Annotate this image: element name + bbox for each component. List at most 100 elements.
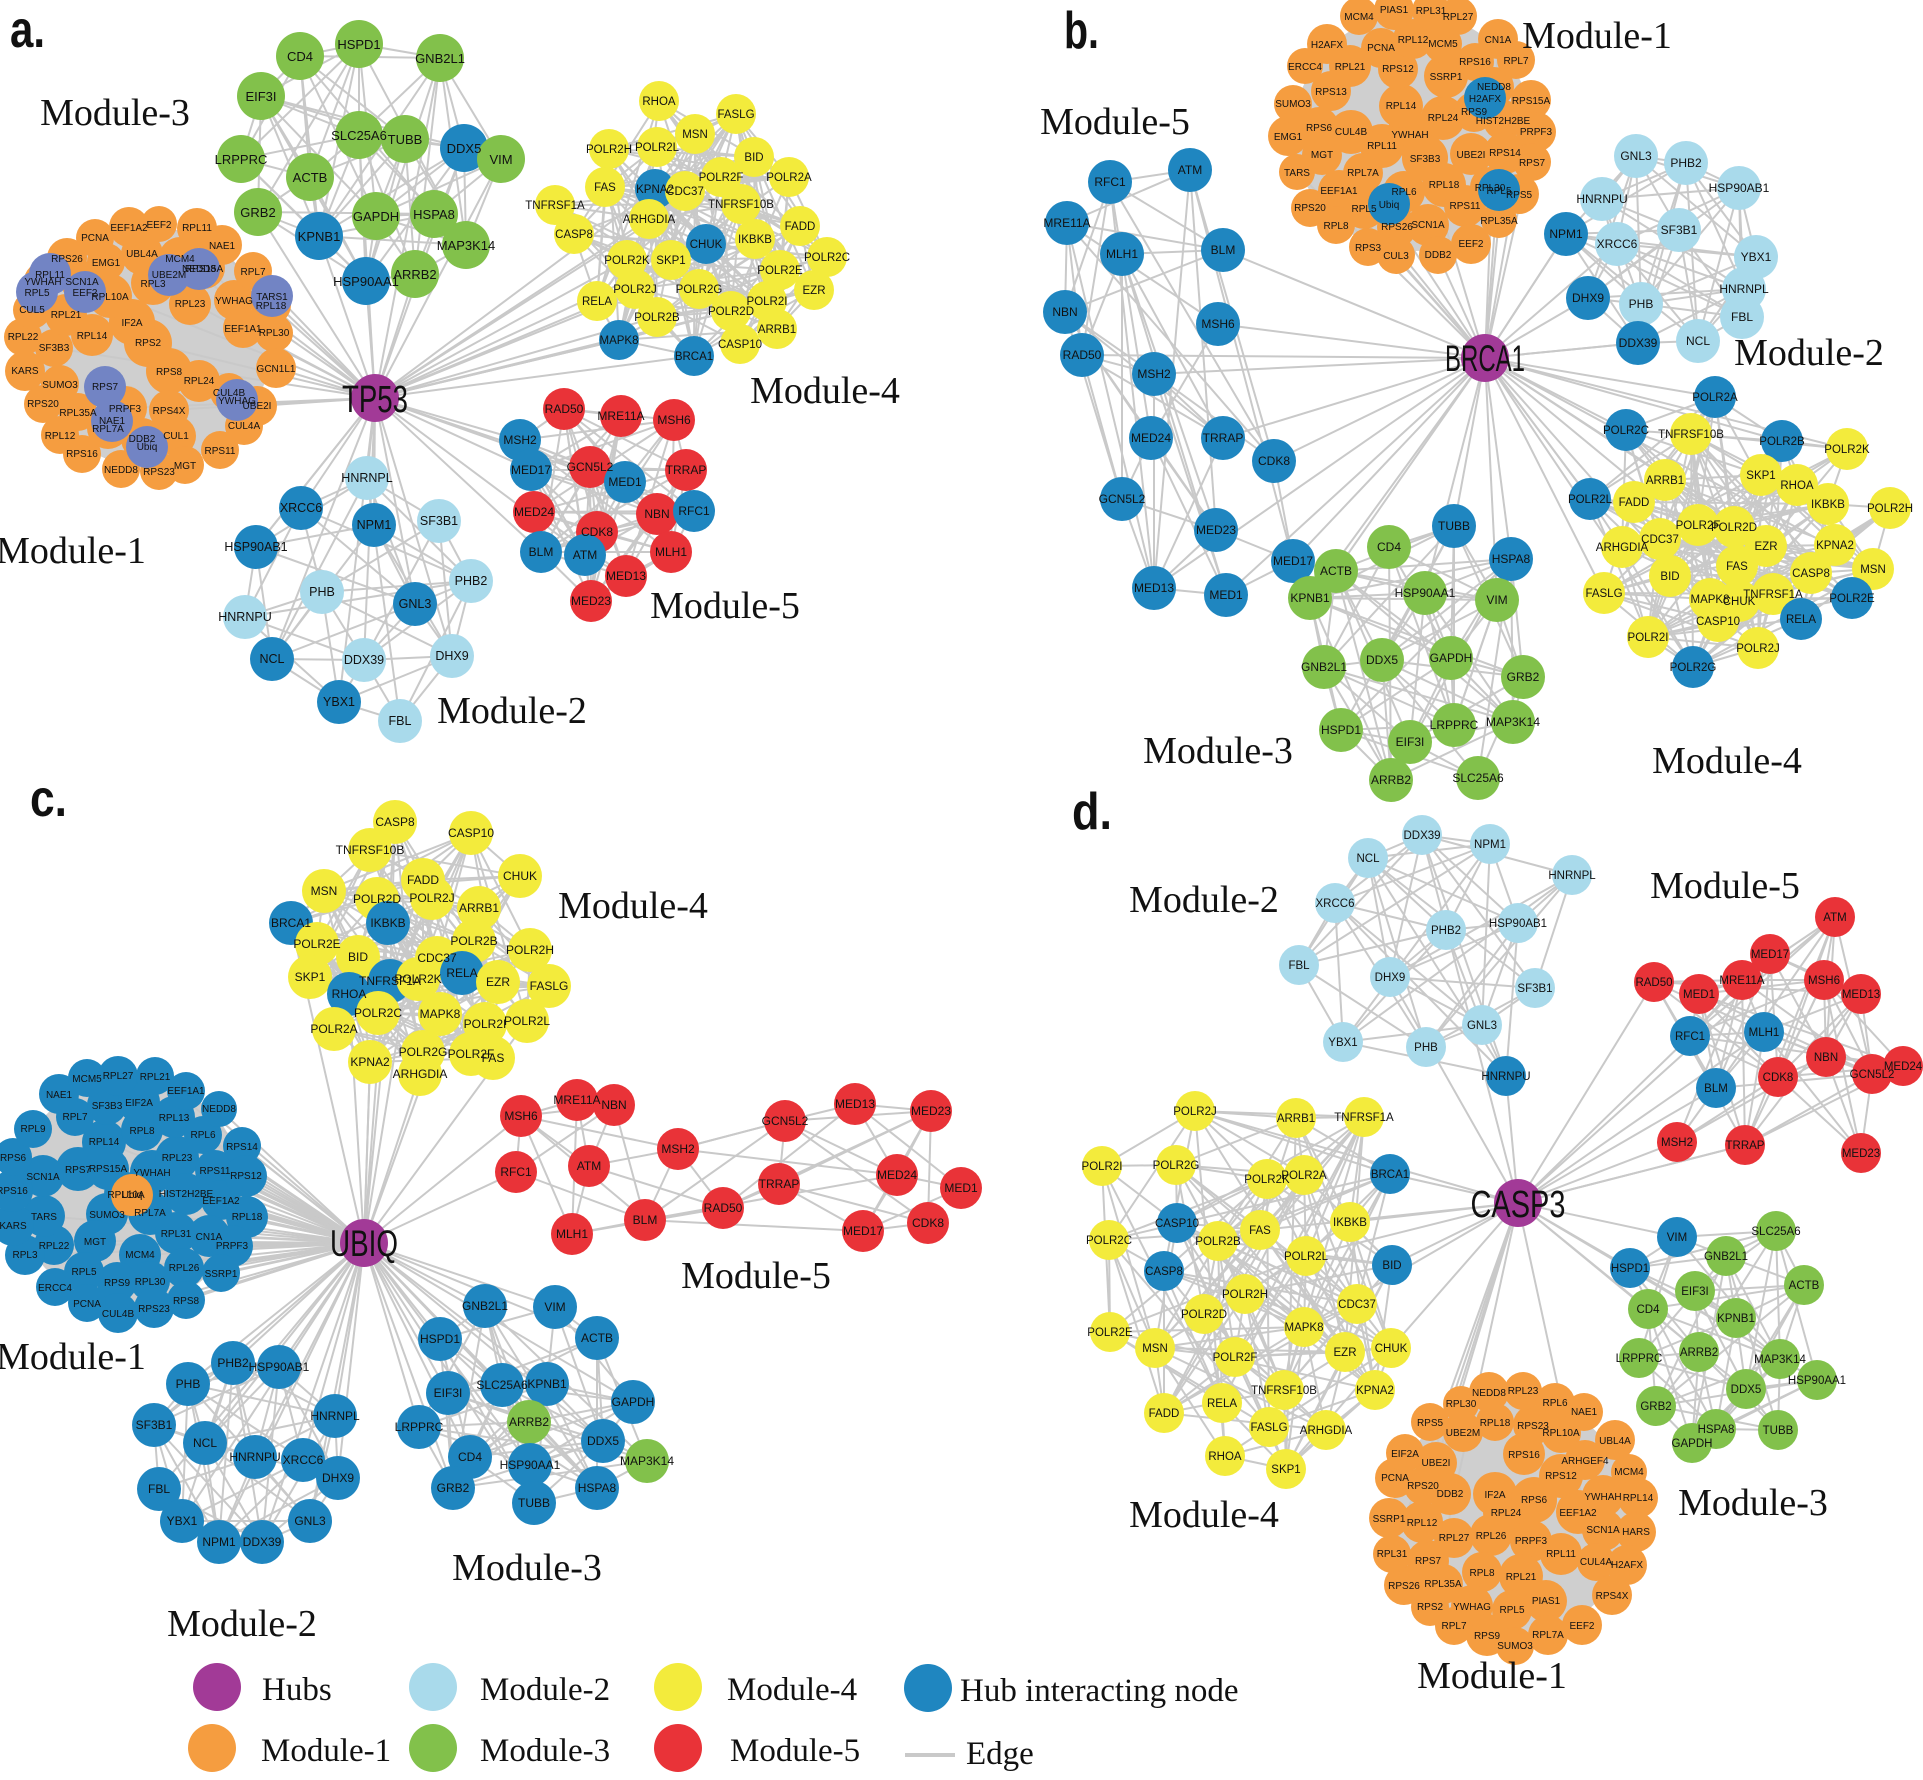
svg-text:EEF2: EEF2: [146, 220, 171, 231]
svg-text:YWHAG: YWHAG: [1453, 1602, 1491, 1613]
svg-text:Module-5: Module-5: [730, 1733, 860, 1769]
svg-text:RPS12: RPS12: [230, 1171, 262, 1182]
svg-text:MAPK8: MAPK8: [1285, 1322, 1324, 1334]
svg-text:EEF1A1: EEF1A1: [167, 1086, 205, 1097]
svg-text:HSPA8: HSPA8: [1698, 1424, 1735, 1436]
svg-text:RPL21: RPL21: [1335, 62, 1366, 73]
svg-text:ARRB2: ARRB2: [1371, 773, 1411, 787]
svg-text:RPS26: RPS26: [1381, 222, 1413, 233]
svg-text:MLH1: MLH1: [1106, 247, 1138, 261]
svg-text:GCN5L2: GCN5L2: [762, 1114, 809, 1128]
svg-text:BLM: BLM: [1211, 243, 1236, 257]
svg-text:RPL11: RPL11: [1546, 1549, 1576, 1560]
svg-text:RPL12: RPL12: [1407, 1518, 1438, 1529]
svg-text:Module-3: Module-3: [40, 92, 190, 134]
svg-text:LRPPRC: LRPPRC: [395, 1420, 444, 1434]
svg-text:RPL11: RPL11: [1367, 141, 1397, 152]
svg-text:SF3B3: SF3B3: [1410, 154, 1441, 165]
svg-text:YBX1: YBX1: [167, 1514, 198, 1528]
svg-text:MED13: MED13: [1842, 989, 1880, 1001]
svg-text:Module-2: Module-2: [167, 1603, 317, 1645]
svg-text:MED17: MED17: [1273, 554, 1313, 568]
svg-text:PHB2: PHB2: [455, 574, 488, 588]
svg-text:LRPPRC: LRPPRC: [215, 152, 268, 167]
svg-text:POLR2D: POLR2D: [708, 306, 754, 318]
svg-text:CD4: CD4: [287, 49, 313, 64]
svg-text:POLR2K: POLR2K: [1824, 444, 1870, 456]
svg-text:EIF2A: EIF2A: [125, 1098, 153, 1109]
svg-text:HSP90AB1: HSP90AB1: [1489, 918, 1547, 930]
svg-text:XRCC6: XRCC6: [1597, 237, 1638, 251]
svg-text:FBL: FBL: [148, 1482, 170, 1496]
svg-text:PIAS1: PIAS1: [1532, 1596, 1561, 1607]
svg-text:NAE1: NAE1: [1571, 1407, 1598, 1418]
svg-text:CUL1: CUL1: [163, 431, 189, 442]
svg-text:RPS20: RPS20: [1407, 1481, 1439, 1492]
svg-text:MED1: MED1: [944, 1181, 978, 1195]
svg-text:Module-2: Module-2: [1734, 332, 1884, 374]
svg-text:H2AFX: H2AFX: [1469, 94, 1502, 105]
svg-text:HIST2H2BE: HIST2H2BE: [159, 1189, 214, 1200]
svg-text:TNFRSF10B: TNFRSF10B: [336, 843, 405, 857]
svg-text:GNL3: GNL3: [399, 597, 432, 611]
svg-text:CDK8: CDK8: [1258, 454, 1290, 468]
svg-text:RPS20: RPS20: [1294, 203, 1326, 214]
svg-text:NPM1: NPM1: [357, 518, 392, 532]
svg-text:HSPA8: HSPA8: [413, 207, 455, 222]
svg-text:MLH1: MLH1: [655, 545, 687, 559]
svg-text:RPL14: RPL14: [77, 331, 108, 342]
svg-text:RPL8: RPL8: [129, 1126, 154, 1137]
svg-text:YWHAG: YWHAG: [215, 296, 253, 307]
svg-text:MAP3K14: MAP3K14: [1486, 715, 1540, 729]
svg-text:RPL35A: RPL35A: [59, 408, 97, 419]
svg-text:MAP3K14: MAP3K14: [1754, 1354, 1806, 1366]
svg-text:BID: BID: [348, 950, 368, 964]
svg-text:MSN: MSN: [1142, 1343, 1168, 1355]
svg-text:MED17: MED17: [843, 1224, 883, 1238]
svg-text:TNFRSF1A: TNFRSF1A: [1334, 1112, 1394, 1124]
svg-text:DDB2: DDB2: [129, 434, 156, 445]
svg-text:FADD: FADD: [407, 873, 439, 887]
svg-text:VIM: VIM: [1667, 1232, 1687, 1244]
svg-text:Module-5: Module-5: [1040, 101, 1190, 143]
svg-text:MSN: MSN: [682, 129, 708, 141]
svg-text:DDX5: DDX5: [447, 141, 482, 156]
svg-text:KPNA2: KPNA2: [636, 184, 674, 196]
svg-text:CDK8: CDK8: [581, 525, 613, 539]
svg-text:RPL31: RPL31: [1416, 6, 1447, 17]
svg-text:NCL: NCL: [1356, 853, 1380, 865]
svg-text:BID: BID: [1382, 1260, 1401, 1272]
svg-text:RPS2: RPS2: [1417, 1602, 1444, 1613]
svg-text:NBN: NBN: [1814, 1052, 1838, 1064]
svg-text:POLR2I: POLR2I: [464, 1017, 507, 1031]
svg-text:EIF3I: EIF3I: [1681, 1286, 1708, 1298]
svg-text:GCN5L2: GCN5L2: [1850, 1069, 1895, 1081]
svg-text:TUBB: TUBB: [1438, 519, 1470, 533]
svg-text:PIAS1: PIAS1: [1380, 5, 1409, 16]
svg-text:YWHAG: YWHAG: [218, 396, 256, 407]
svg-text:NPM1: NPM1: [202, 1535, 236, 1549]
svg-text:POLR2L: POLR2L: [1284, 1251, 1329, 1263]
svg-text:DDX39: DDX39: [344, 653, 384, 667]
svg-text:XRCC6: XRCC6: [1316, 898, 1355, 910]
svg-text:RPL5: RPL5: [71, 1267, 96, 1278]
svg-text:RPL3: RPL3: [12, 1250, 37, 1261]
svg-text:UBE2I: UBE2I: [1457, 150, 1486, 161]
svg-text:GCN5L2: GCN5L2: [1099, 492, 1146, 506]
svg-text:ARHGEF4: ARHGEF4: [1561, 1456, 1609, 1467]
svg-text:Module-4: Module-4: [558, 885, 708, 927]
svg-text:EZR: EZR: [486, 975, 510, 989]
svg-text:MCM4: MCM4: [125, 1250, 155, 1261]
svg-text:RPL27: RPL27: [1443, 12, 1474, 23]
svg-text:KARS: KARS: [11, 366, 39, 377]
svg-text:HSP90AA1: HSP90AA1: [500, 1458, 561, 1472]
svg-text:DDB2: DDB2: [1425, 250, 1452, 261]
svg-text:ATM: ATM: [1823, 912, 1846, 924]
svg-text:SF3B3: SF3B3: [39, 343, 70, 354]
svg-text:MSH2: MSH2: [1137, 367, 1171, 381]
svg-text:RHOA: RHOA: [332, 987, 367, 1001]
svg-text:VIM: VIM: [489, 152, 512, 167]
svg-text:Module-1: Module-1: [0, 1336, 146, 1378]
svg-text:IKBKB: IKBKB: [1333, 1217, 1367, 1229]
svg-text:RPS23: RPS23: [138, 1304, 170, 1315]
